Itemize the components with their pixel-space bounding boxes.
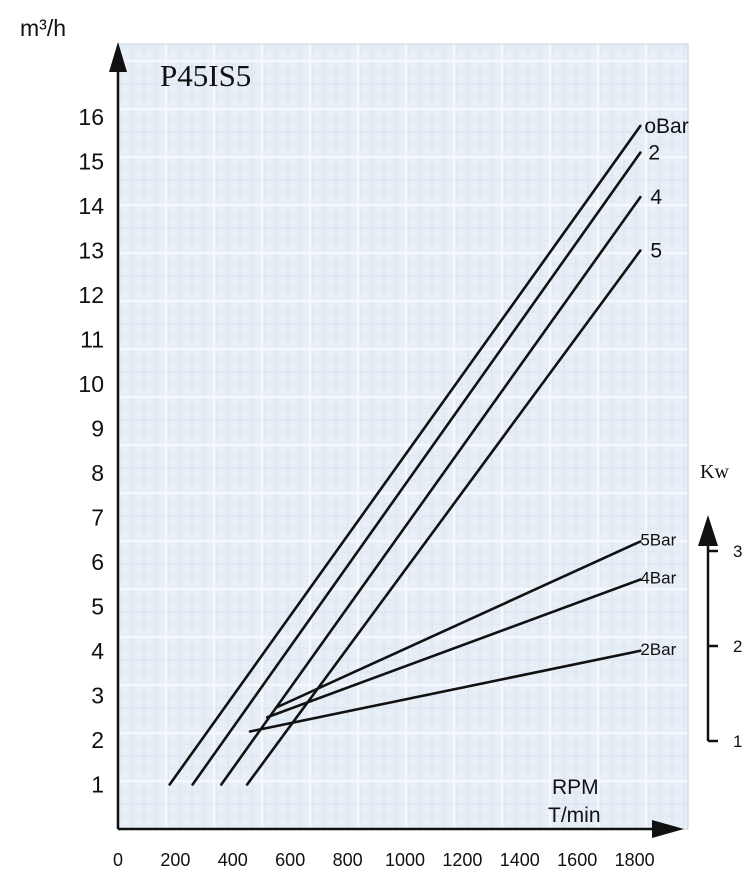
x-tick-label: 1800 — [615, 850, 655, 870]
x-axis-label-rpm: RPM — [552, 776, 599, 799]
x-tick-label: 200 — [160, 850, 190, 870]
y2-axis-arrow — [698, 515, 718, 546]
x-tick-label: 400 — [218, 850, 248, 870]
series-line-5 — [245, 249, 642, 786]
y-tick-label: 4 — [91, 638, 104, 664]
labels-layer: 0 200 400 600 800 1000 1200 1400 1600 18001234567… — [78, 104, 742, 870]
x-axis-label-unit: T/min — [548, 804, 601, 827]
x-tick-label: 0 — [113, 850, 123, 870]
series-label-2: 2 — [648, 142, 660, 165]
plot-background — [118, 44, 688, 829]
x-tick-label: 800 — [333, 850, 363, 870]
axes — [109, 42, 718, 838]
y-tick-label: 15 — [78, 149, 104, 175]
series-line-5Bar — [274, 540, 642, 710]
chart-title: P45IS5 — [160, 58, 251, 93]
series-layer — [168, 124, 642, 786]
x-tick-label: 1400 — [500, 850, 540, 870]
series-label-oBar: oBar — [644, 115, 688, 138]
y-axis-arrow — [109, 42, 127, 72]
y-tick-label: 8 — [91, 460, 104, 486]
x-tick-label: 1200 — [442, 850, 482, 870]
series-line-2 — [191, 151, 642, 786]
y2-tick-label: 2 — [733, 637, 742, 656]
y2-axis-label: Kw — [700, 461, 729, 483]
series-label-2Bar: 2Bar — [640, 640, 676, 659]
y2-tick-label: 1 — [733, 732, 742, 751]
x-axis-arrow — [652, 820, 684, 838]
series-label-4Bar: 4Bar — [640, 569, 676, 588]
y-tick-label: 2 — [91, 727, 104, 753]
series-line-2Bar — [248, 649, 642, 733]
y-tick-label: 12 — [78, 282, 104, 308]
series-label-4: 4 — [650, 186, 662, 209]
y-tick-label: 7 — [91, 505, 104, 531]
series-label-5Bar: 5Bar — [640, 531, 676, 550]
y-axis-label: m³/h — [20, 15, 66, 41]
y-tick-label: 10 — [78, 371, 104, 397]
x-tick-label: 600 — [275, 850, 305, 870]
y2-tick-label: 3 — [733, 542, 742, 561]
y-tick-label: 14 — [78, 193, 104, 219]
y-tick-label: 5 — [91, 594, 104, 620]
y-tick-label: 13 — [78, 238, 104, 264]
x-tick-label: 1600 — [557, 850, 597, 870]
series-line-4 — [220, 195, 642, 786]
y-tick-label: 16 — [78, 104, 104, 130]
series-label-5: 5 — [650, 240, 662, 263]
y-tick-label: 3 — [91, 683, 104, 709]
y-tick-label: 11 — [80, 327, 104, 353]
y-tick-label: 9 — [91, 416, 104, 442]
y-tick-label: 6 — [91, 549, 104, 575]
x-tick-label: 1000 — [385, 850, 425, 870]
series-line-4Bar — [265, 578, 642, 719]
series-line-oBar — [168, 124, 642, 786]
y-tick-label: 1 — [91, 772, 104, 798]
